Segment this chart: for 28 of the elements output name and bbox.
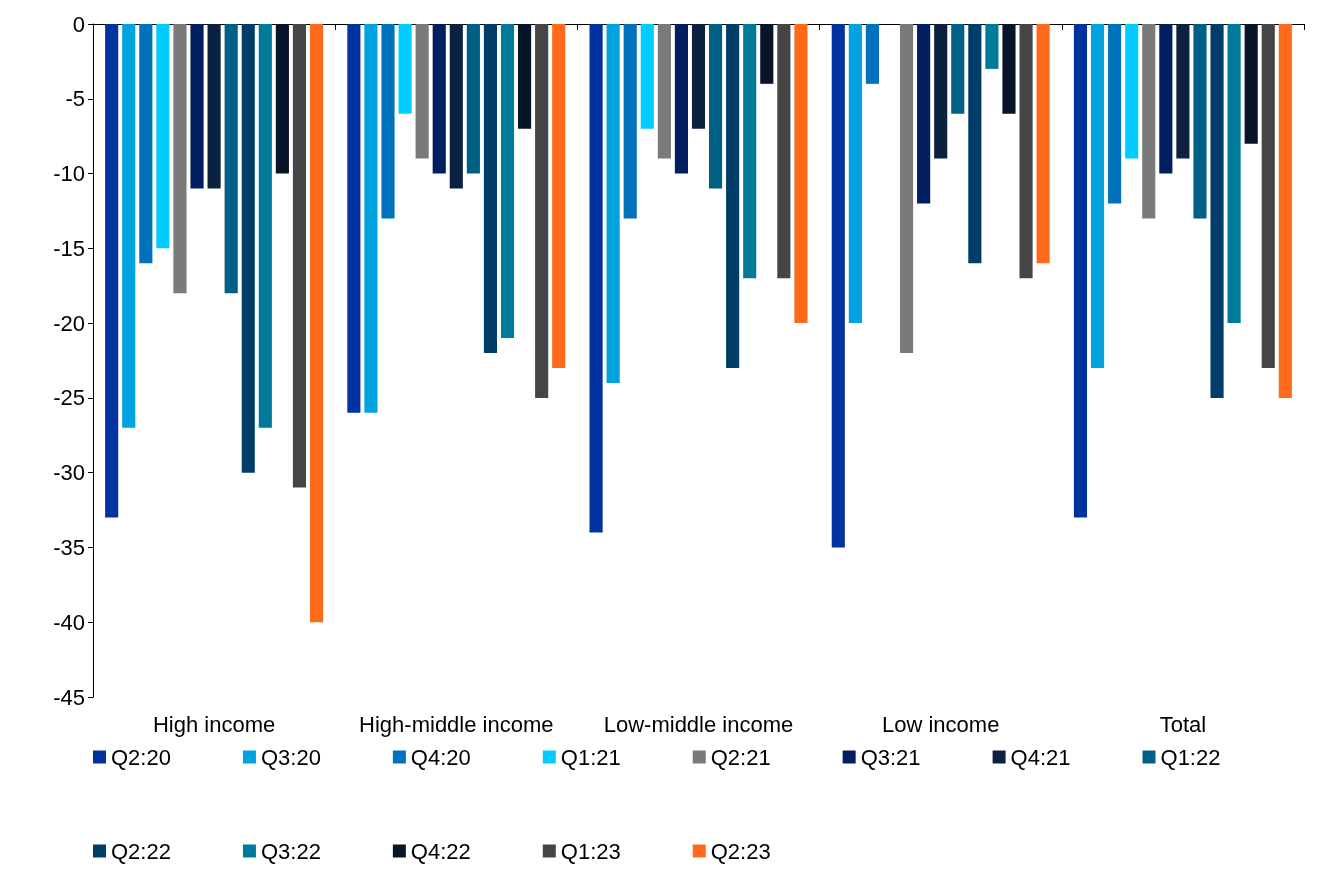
- x-tick-label: Low income: [882, 711, 1000, 737]
- legend-label: Q1:23: [560, 838, 621, 864]
- legend-label: Q2:21: [710, 744, 771, 770]
- legend-label: Q2:20: [111, 744, 171, 770]
- y-tick-label: -15: [53, 235, 85, 261]
- y-tick-label: -20: [53, 310, 85, 336]
- legend-label: Q2:23: [710, 838, 771, 864]
- y-tick-label: -40: [53, 609, 85, 635]
- legend-label: Q4:22: [410, 838, 471, 864]
- y-tick-label: -30: [53, 460, 85, 486]
- legend-label: Q4:20: [410, 744, 471, 770]
- x-tick-label: Low-middle income: [603, 711, 794, 737]
- y-tick-label: -45: [53, 684, 85, 710]
- y-tick-label: -25: [53, 385, 85, 411]
- legend-label: Q3:22: [260, 838, 321, 864]
- legend-label: Q1:22: [1160, 744, 1221, 770]
- legend-label: Q1:21: [560, 744, 621, 770]
- x-tick-label: Total: [1159, 711, 1207, 737]
- y-tick-label: 0: [72, 11, 85, 37]
- y-tick-label: -35: [53, 534, 85, 560]
- legend-label: Q3:20: [260, 744, 321, 770]
- legend-label: Q2:22: [111, 838, 171, 864]
- legend-label: Q3:21: [860, 744, 921, 770]
- legend-label: Q4:21: [1010, 744, 1071, 770]
- x-tick-label: High-middle income: [359, 711, 554, 737]
- y-tick-label: -10: [53, 161, 85, 187]
- x-tick-label: High income: [152, 711, 276, 737]
- y-tick-label: -5: [65, 86, 85, 112]
